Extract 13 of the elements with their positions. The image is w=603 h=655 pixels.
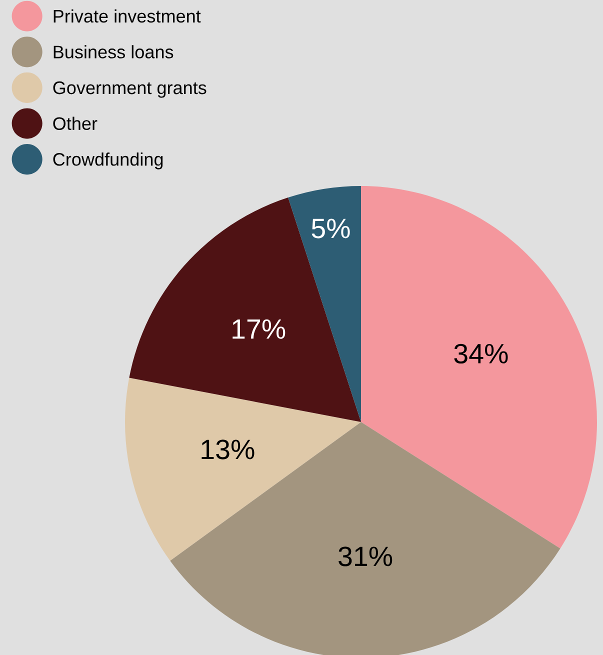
- pie-slice: [288, 186, 361, 422]
- pie-slice: [129, 198, 361, 422]
- legend-label: Private investment: [54, 9, 201, 23]
- legend-label: Government grants: [53, 81, 206, 98]
- data-label: 34%: [454, 344, 508, 364]
- data-label: 5%: [312, 218, 350, 238]
- data-label: 17%: [232, 319, 286, 339]
- data-label: 31%: [338, 546, 392, 566]
- data-label: 13%: [202, 440, 254, 460]
- legend-label: Business loans: [54, 45, 174, 58]
- pie-slice: [361, 186, 597, 548]
- legend-label: Crowdfunding: [53, 152, 163, 170]
- legend-label: Other: [53, 116, 98, 130]
